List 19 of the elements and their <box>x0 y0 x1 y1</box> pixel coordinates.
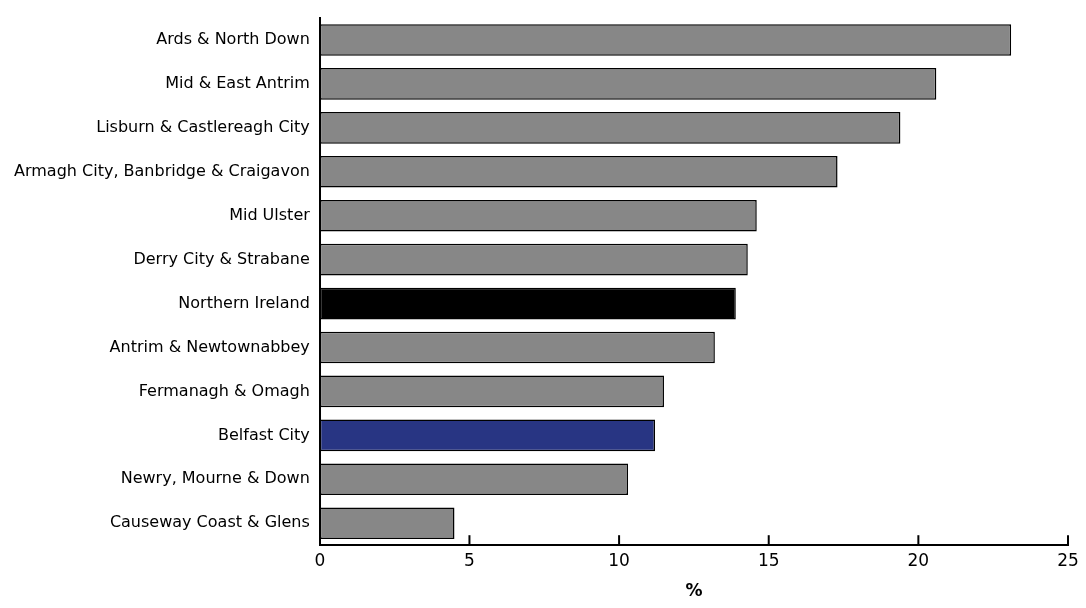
y-tick-label: Belfast City <box>218 424 310 444</box>
y-tick-label: Causeway Coast & Glens <box>109 512 310 532</box>
y-tick-label: Ards & North Down <box>156 29 310 49</box>
x-tick-label: 0 <box>314 549 326 570</box>
x-tick-label: 20 <box>907 549 930 570</box>
x-tick-label: 25 <box>1057 549 1079 570</box>
y-tick-label: Lisburn & Castlereagh City <box>96 116 310 136</box>
y-tick-label: Newry, Mourne & Down <box>120 468 310 488</box>
x-axis-title: % <box>685 580 703 601</box>
y-tick-label: Mid Ulster <box>229 204 311 224</box>
x-tick-label: 5 <box>464 549 475 570</box>
y-tick-label: Fermanagh & Omagh <box>138 380 310 400</box>
x-tick-label: 10 <box>608 549 630 570</box>
x-tick-label: 15 <box>757 549 780 570</box>
y-tick-label: Northern Ireland <box>178 292 310 312</box>
y-tick-label: Armagh City, Banbridge & Craigavon <box>14 160 310 180</box>
y-tick-label: Derry City & Strabane <box>133 248 310 268</box>
y-tick-label: Mid & East Antrim <box>165 73 310 93</box>
y-tick-label: Antrim & Newtownabbey <box>109 336 310 356</box>
